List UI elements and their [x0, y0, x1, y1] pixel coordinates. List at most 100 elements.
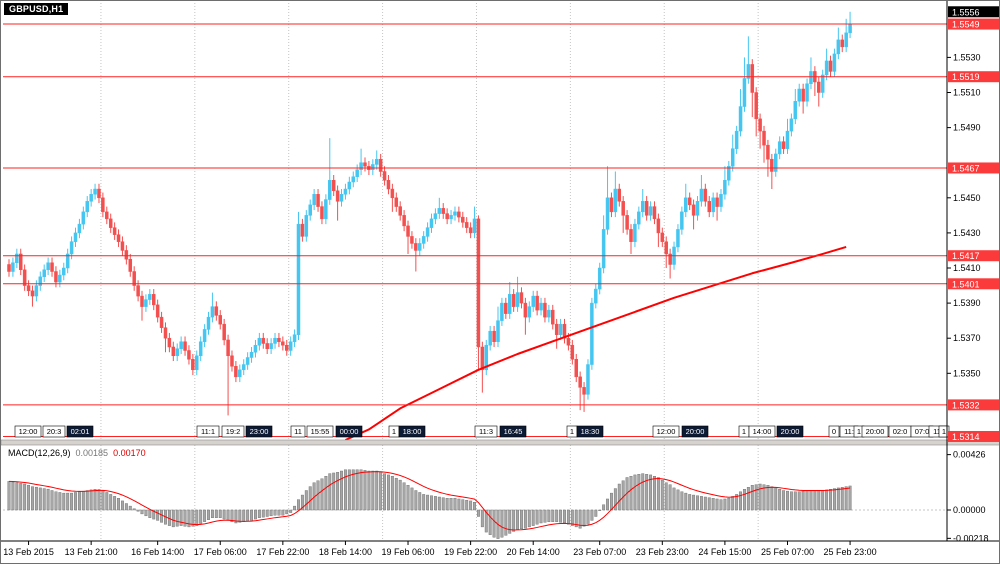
candle-up: [605, 197, 610, 230]
time-marker-box[interactable]: [776, 425, 804, 438]
time-marker-label: 15:55: [311, 427, 330, 436]
time-marker-box[interactable]: [335, 425, 363, 438]
candle-up: [695, 201, 700, 216]
candle-down: [402, 215, 406, 227]
candle-up: [210, 306, 215, 318]
macd-histogram-bar: [308, 486, 312, 511]
time-marker-box[interactable]: [576, 425, 604, 438]
macd-histogram-bar: [281, 509, 285, 516]
time-marker-box[interactable]: [499, 425, 527, 438]
candle-down: [171, 346, 176, 357]
time-marker-label: 20:00: [866, 427, 885, 436]
pane-splitter[interactable]: [1, 439, 1000, 446]
candle-up: [324, 199, 328, 220]
macd-histogram-bar: [668, 484, 672, 511]
time-marker-box[interactable]: [748, 425, 776, 438]
macd-histogram-bar: [74, 492, 77, 511]
candle-down: [50, 262, 54, 272]
price-level-badge: [948, 6, 999, 18]
macd-histogram-bar: [453, 498, 457, 511]
macd-histogram-bar: [343, 469, 347, 511]
time-marker-box[interactable]: [681, 425, 709, 438]
time-marker-box[interactable]: [306, 425, 334, 438]
price-level-badge-label: 1.5556: [952, 7, 980, 17]
macd-histogram-bar: [226, 509, 230, 521]
macd-histogram-bar: [633, 474, 637, 511]
candle-up: [597, 267, 602, 290]
macd-histogram-bar: [54, 491, 58, 511]
macd-histogram-bar: [234, 509, 238, 524]
macd-histogram-bar: [746, 487, 750, 511]
macd-histogram-bar: [379, 472, 383, 511]
candle-up: [85, 201, 89, 213]
candle-up: [785, 130, 790, 149]
macd-histogram-bar: [210, 509, 214, 518]
macd-histogram-bar: [406, 485, 410, 511]
candle-down: [265, 343, 269, 349]
macd-signal-line: [8, 471, 851, 531]
macd-histogram-bar: [218, 509, 222, 518]
time-marker-box[interactable]: [245, 425, 273, 438]
candle-down: [617, 188, 622, 202]
time-marker-box[interactable]: [42, 425, 66, 438]
time-marker-box[interactable]: [290, 425, 306, 438]
candle-down: [151, 294, 156, 306]
time-marker-box[interactable]: [861, 425, 889, 438]
candle-down: [390, 188, 395, 199]
candle-up: [824, 60, 829, 76]
candle-down: [30, 290, 35, 297]
candle-down: [18, 253, 23, 271]
candle-down: [770, 158, 774, 172]
candle-up: [175, 348, 179, 357]
macd-histogram-bar: [821, 490, 825, 511]
candle-down: [707, 201, 711, 213]
time-marker-box[interactable]: [221, 425, 245, 438]
macd-histogram-bar: [207, 509, 210, 520]
candle-up: [371, 164, 375, 170]
candle-up: [144, 299, 148, 307]
candle-down: [26, 285, 31, 292]
macd-histogram-bar: [641, 473, 645, 511]
macd-histogram-bar: [688, 494, 692, 511]
time-marker-label: 20:00: [781, 427, 800, 436]
price-level-badge: [948, 250, 999, 262]
candle-down: [155, 304, 160, 318]
macd-histogram-bar: [492, 509, 496, 538]
macd-histogram-bar: [762, 484, 766, 511]
time-marker-box[interactable]: [14, 425, 42, 438]
time-marker-box[interactable]: [828, 425, 840, 438]
time-marker-box[interactable]: [652, 425, 680, 438]
candle-down: [116, 234, 121, 242]
macd-histogram-bar: [27, 485, 31, 511]
macd-histogram-bar: [680, 491, 684, 511]
macd-histogram-bar: [621, 480, 625, 511]
macd-histogram-bar: [731, 496, 735, 511]
candle-up: [73, 232, 78, 242]
candle-down: [828, 60, 833, 72]
macd-histogram-bar: [840, 487, 844, 511]
macd-histogram-bar: [469, 500, 473, 511]
macd-histogram-bar: [793, 491, 797, 511]
macd-histogram-bar: [473, 502, 476, 511]
candle-down: [519, 292, 524, 304]
candle-up: [81, 211, 86, 225]
time-marker-box[interactable]: [196, 425, 220, 438]
price-tick-label: 1.5410: [953, 263, 981, 273]
macd-histogram-bar: [144, 509, 148, 517]
price-level-badge-label: 1.5332: [952, 400, 980, 410]
time-marker-box[interactable]: [474, 425, 498, 438]
candle-down: [316, 194, 320, 207]
candle-down: [574, 359, 578, 378]
macd-histogram-bar: [582, 509, 586, 527]
time-marker-box[interactable]: [66, 425, 94, 438]
candle-up: [206, 316, 211, 330]
macd-histogram-bar: [250, 509, 253, 521]
candle-down: [410, 236, 414, 244]
macd-histogram-bar: [586, 509, 590, 525]
macd-histogram-bar: [684, 492, 688, 511]
candle-up: [547, 309, 551, 318]
candle-down: [464, 222, 469, 228]
time-marker-box[interactable]: [398, 425, 426, 438]
candle-down: [629, 229, 633, 242]
candle-up: [374, 158, 379, 165]
